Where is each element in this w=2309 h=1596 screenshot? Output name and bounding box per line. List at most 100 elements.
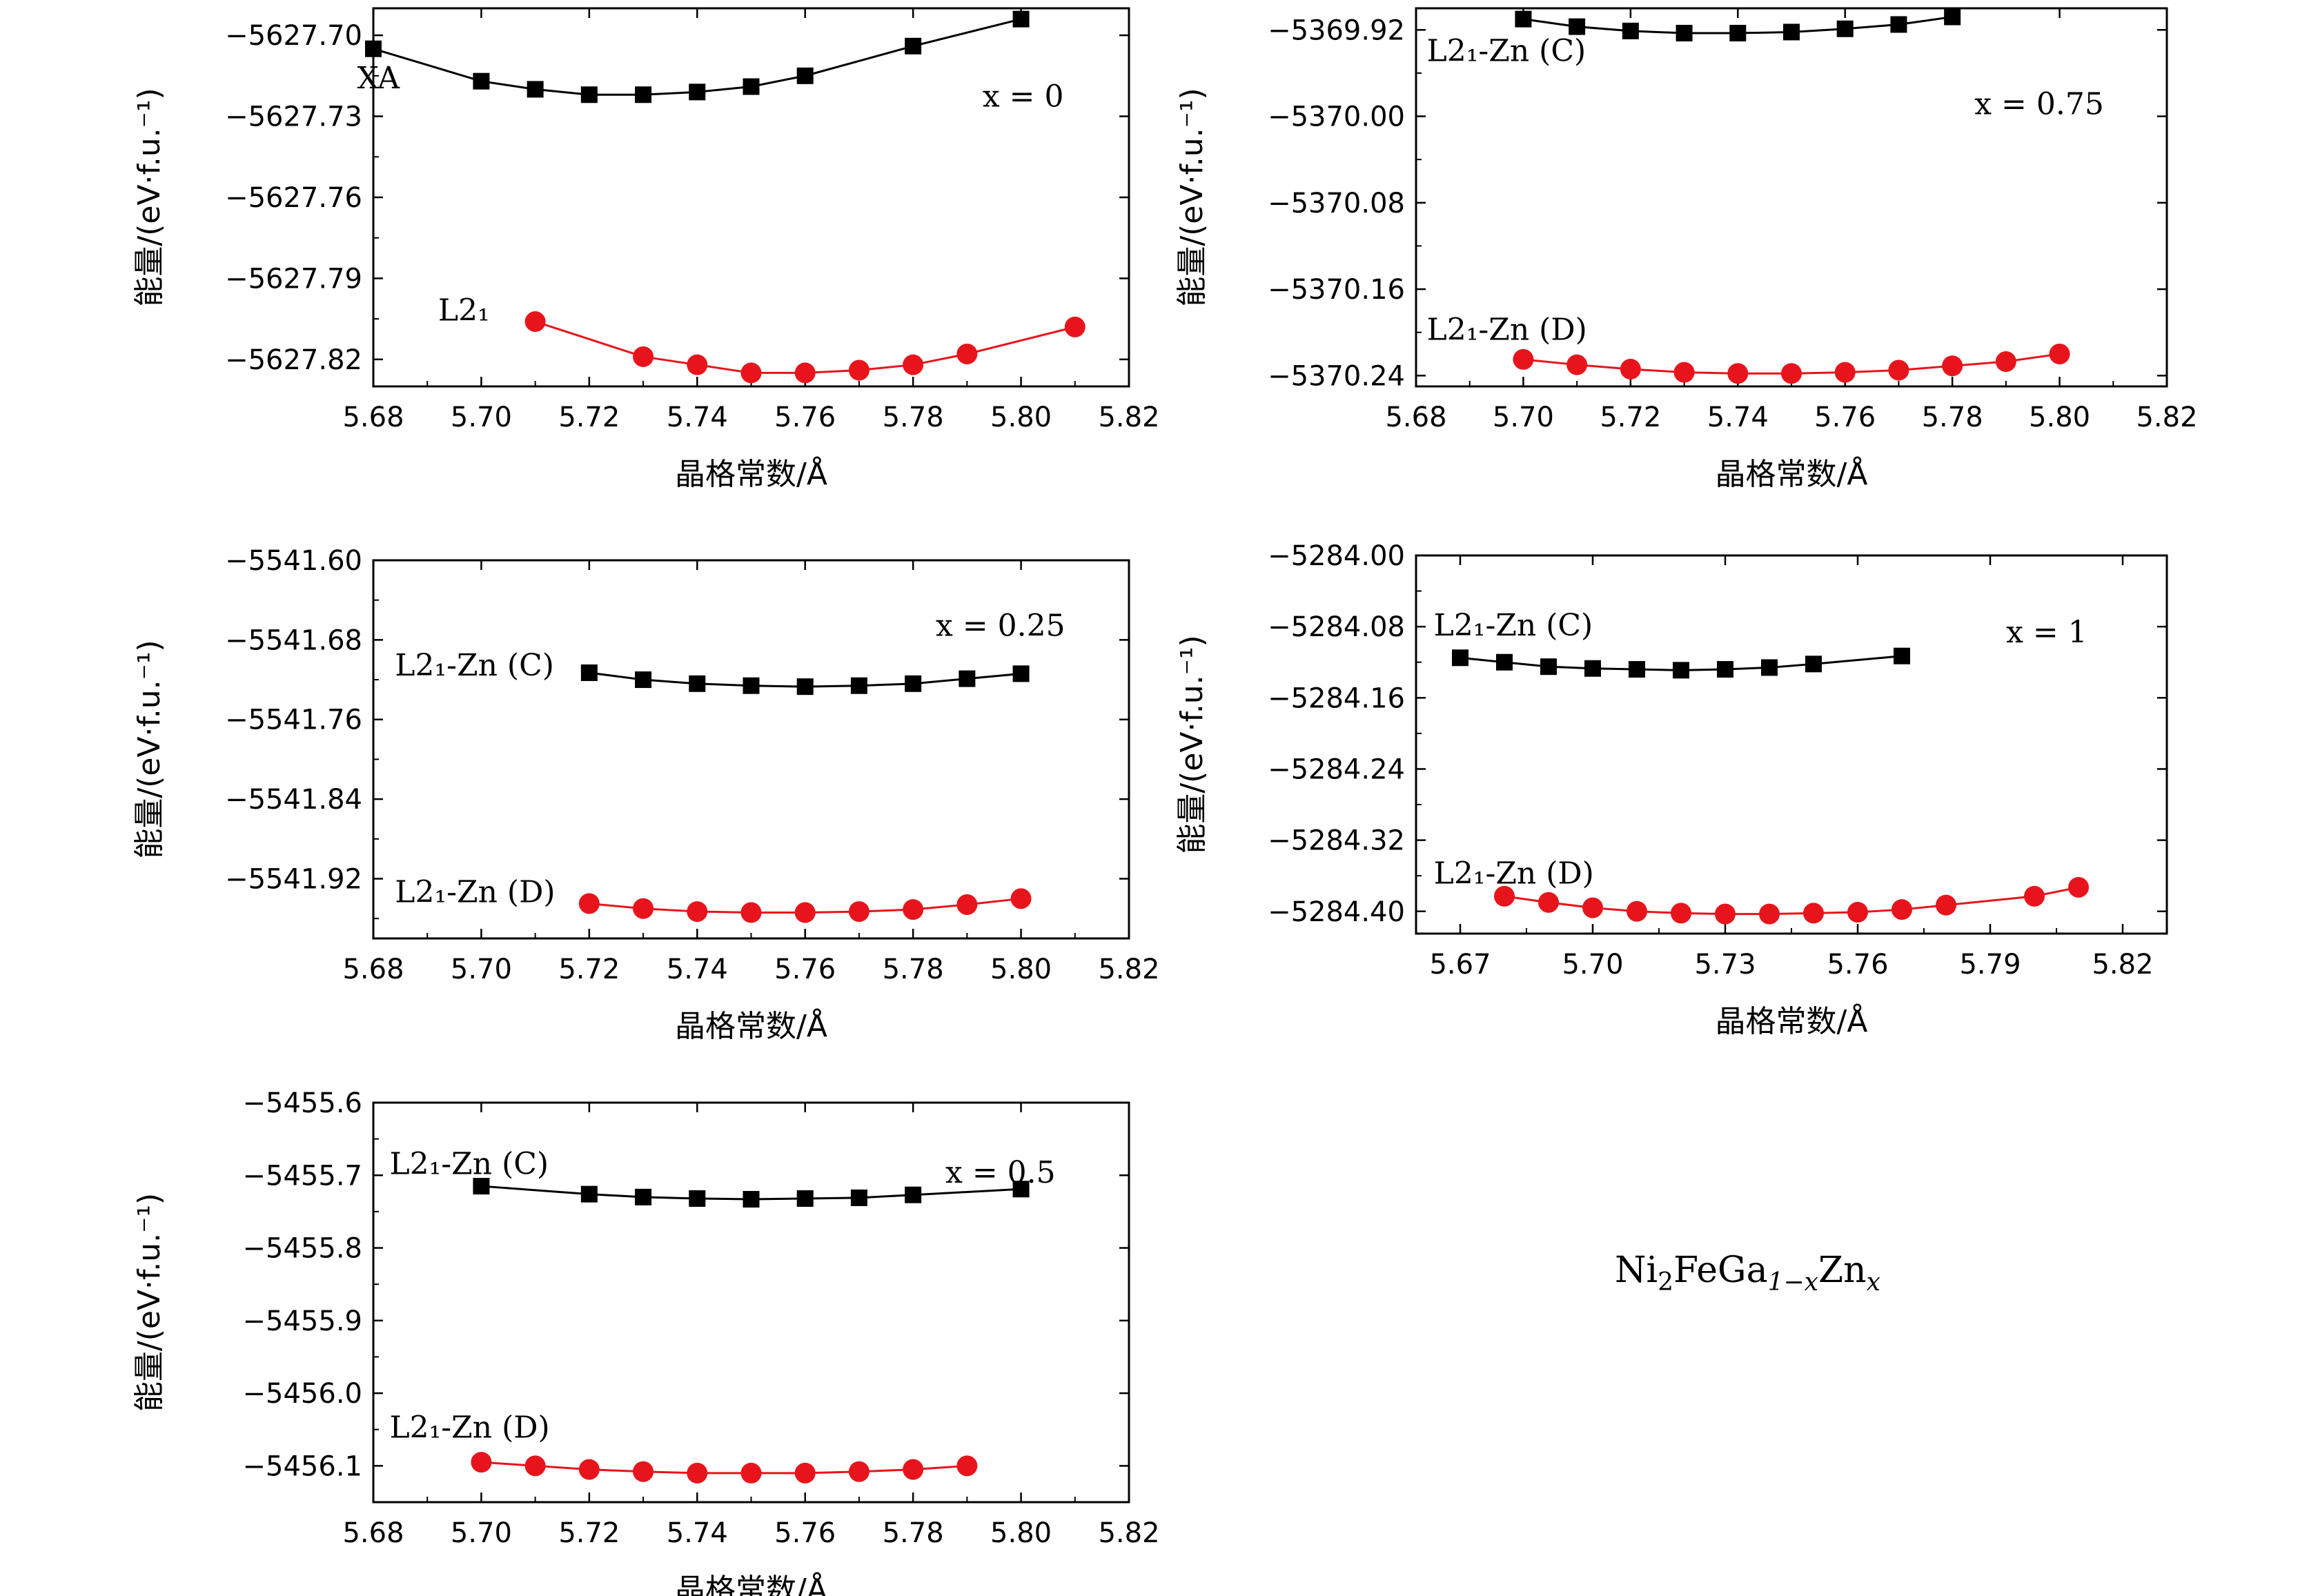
data-point — [956, 344, 978, 365]
y-tick-label: −5627.70 — [225, 20, 362, 52]
y-tick-label: −5456.0 — [243, 1378, 362, 1410]
data-point — [633, 346, 654, 367]
y-tick-label: −5284.08 — [1268, 611, 1405, 643]
x-tick-label: 5.76 — [774, 954, 836, 985]
data-point — [905, 1186, 922, 1203]
y-axis-title: 能量/(eV·f.u.⁻¹) — [1175, 88, 1210, 306]
data-point — [1584, 660, 1601, 677]
data-point — [956, 894, 978, 915]
y-tick-label: −5541.76 — [225, 705, 362, 736]
x-tick-label: 5.68 — [1385, 402, 1446, 433]
data-point — [740, 902, 762, 923]
data-point — [796, 1190, 814, 1207]
composition-label: x = 0 — [983, 79, 1064, 114]
series-label: L2₁ — [438, 293, 490, 328]
x-tick-label: 5.70 — [1493, 402, 1554, 433]
data-point — [578, 893, 600, 914]
y-tick-label: −5284.32 — [1268, 825, 1405, 857]
data-point — [743, 1191, 760, 1208]
y-tick-label: −5455.8 — [243, 1233, 362, 1265]
data-point — [740, 362, 762, 384]
x-tick-label: 5.70 — [451, 1517, 512, 1549]
series-1: XA — [357, 10, 1030, 104]
data-point — [635, 1188, 652, 1205]
y-tick-label: −5455.9 — [243, 1306, 362, 1337]
data-point — [1671, 903, 1691, 924]
data-point — [956, 1455, 978, 1477]
x-tick-label: 5.74 — [667, 954, 728, 985]
data-point — [1627, 900, 1647, 922]
series-label: L2₁-Zn (C) — [1427, 34, 1586, 69]
x-tick-label: 5.79 — [1959, 949, 2021, 981]
data-point — [2068, 876, 2089, 898]
x-tick-label: 5.76 — [1827, 949, 1888, 981]
data-point — [1012, 10, 1030, 28]
data-point — [1673, 362, 1695, 383]
series-line — [1460, 655, 1903, 671]
data-point — [1890, 16, 1907, 33]
x-tick-label: 5.78 — [883, 402, 944, 433]
data-point — [1452, 649, 1468, 667]
data-point — [578, 1459, 600, 1480]
x-tick-label: 5.68 — [342, 954, 404, 985]
y-tick-label: −5627.76 — [225, 182, 362, 214]
data-point — [1761, 659, 1778, 676]
data-point — [1944, 8, 1961, 26]
y-tick-label: −5370.08 — [1268, 188, 1405, 219]
series-1: L2₁-Zn (C) — [395, 648, 1030, 696]
data-point — [1629, 661, 1645, 678]
x-tick-label: 5.68 — [342, 402, 404, 433]
data-point — [473, 1178, 490, 1195]
data-point — [633, 898, 654, 919]
series-label: L2₁-Zn (C) — [1434, 608, 1593, 643]
y-tick-label: −5284.16 — [1268, 682, 1405, 714]
data-point — [580, 664, 598, 681]
x-axis-title: 晶格常数/Å — [675, 1571, 827, 1596]
data-point — [1729, 25, 1747, 42]
data-point — [689, 83, 706, 101]
series-line — [481, 1461, 967, 1475]
data-point — [850, 1189, 867, 1206]
data-point — [1727, 363, 1749, 384]
data-point — [1620, 358, 1641, 380]
data-point — [1805, 656, 1822, 673]
composition-label: x = 0.5 — [945, 1155, 1056, 1190]
x-tick-label: 5.82 — [1098, 954, 1159, 985]
y-tick-label: −5455.7 — [243, 1160, 362, 1192]
chart-panel-1: 5.68 5.70 5.72 5.74 5.76 5.78 5.80 5.82 −5627.70… — [132, 7, 1160, 492]
series-line — [373, 18, 1021, 96]
data-point — [1894, 647, 1910, 664]
y-tick-label: −5370.00 — [1268, 101, 1405, 133]
data-point — [1496, 653, 1513, 671]
y-tick-label: −5455.6 — [243, 1087, 362, 1119]
x-axis-title: 晶格常数/Å — [1716, 1003, 1868, 1039]
data-point — [1759, 903, 1780, 925]
chart-panel-4: 5.67 5.70 5.73 5.76 5.79 5.82 −5284.00 −5284.08… — [1175, 540, 2168, 1039]
data-point — [903, 1459, 924, 1480]
data-point — [1803, 903, 1824, 924]
data-point — [794, 902, 816, 923]
data-point — [1012, 665, 1030, 682]
data-point — [580, 86, 598, 104]
data-point — [1995, 351, 2016, 372]
data-point — [796, 67, 814, 84]
x-tick-label: 5.80 — [990, 402, 1052, 433]
figure-caption: Ni2FeGa1−xZnx — [1615, 1250, 1880, 1297]
data-point — [903, 354, 924, 375]
x-axis-title: 晶格常数/Å — [675, 455, 827, 492]
y-tick-label: −5369.92 — [1268, 14, 1405, 46]
data-point — [635, 671, 652, 689]
data-point — [743, 78, 760, 95]
data-point — [1515, 10, 1532, 28]
x-tick-label: 5.76 — [774, 1517, 836, 1549]
series-2: L2₁-Zn (D) — [1427, 313, 2070, 384]
data-point — [1942, 355, 1963, 377]
x-tick-label: 5.72 — [1600, 402, 1661, 433]
data-point — [1834, 362, 1856, 383]
chart-panel-3: 5.68 5.70 5.72 5.74 5.76 5.78 5.80 5.82 −5541.60… — [132, 545, 1160, 1044]
data-point — [794, 1462, 816, 1484]
y-tick-label: −5370.16 — [1268, 274, 1405, 306]
series-1: L2₁-Zn (C) — [1434, 608, 1910, 679]
series-1: L2₁-Zn (C) — [1427, 8, 1961, 69]
series-label: L2₁-Zn (D) — [1427, 313, 1587, 348]
